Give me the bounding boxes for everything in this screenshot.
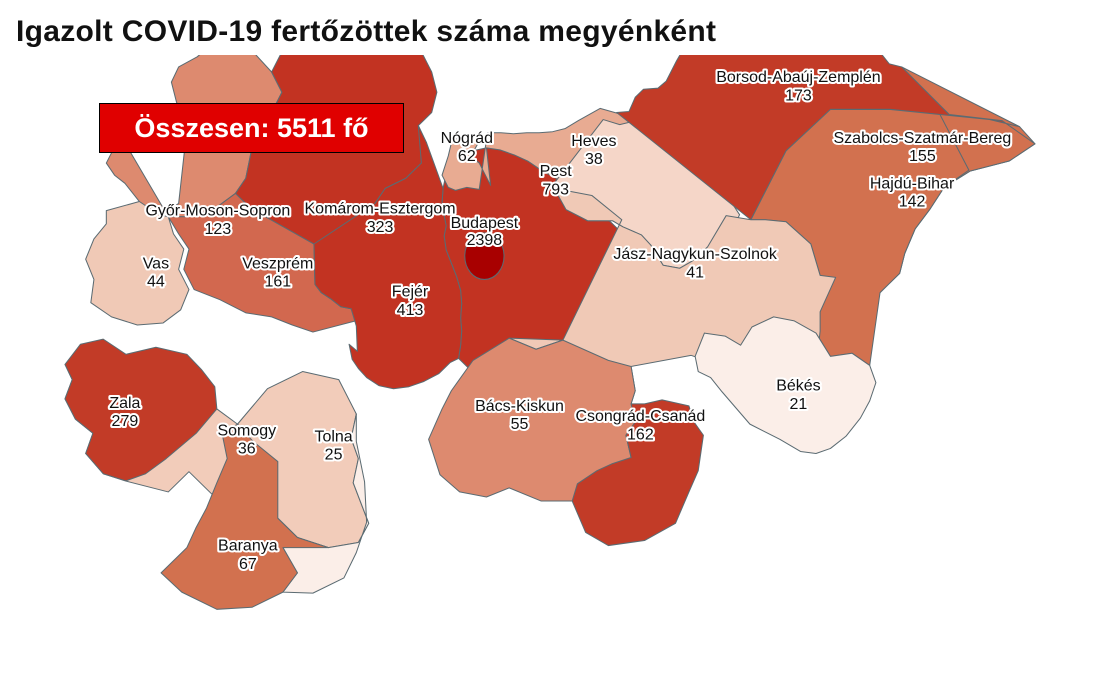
- svg-text:142: 142: [899, 194, 926, 211]
- svg-text:123: 123: [205, 221, 232, 238]
- svg-text:155: 155: [909, 148, 936, 165]
- svg-text:21: 21: [790, 396, 808, 413]
- svg-text:Heves: Heves: [571, 133, 616, 150]
- svg-text:Komárom-Esztergom: Komárom-Esztergom: [305, 201, 456, 218]
- svg-text:Zala: Zala: [109, 395, 140, 412]
- svg-text:Budapest: Budapest: [451, 215, 519, 232]
- svg-text:38: 38: [585, 151, 603, 168]
- svg-text:Borsod-Abaúj-Zemplén: Borsod-Abaúj-Zemplén: [716, 69, 880, 86]
- svg-text:Győr-Moson-Sopron: Győr-Moson-Sopron: [145, 203, 290, 220]
- svg-text:Baranya: Baranya: [218, 538, 278, 555]
- svg-text:62: 62: [458, 148, 476, 165]
- svg-text:161: 161: [264, 274, 291, 291]
- svg-text:Somogy: Somogy: [217, 422, 276, 439]
- svg-text:Bács-Kiskun: Bács-Kiskun: [475, 398, 564, 415]
- svg-text:67: 67: [239, 556, 257, 573]
- svg-text:Nógrád: Nógrád: [441, 130, 493, 147]
- svg-text:Pest: Pest: [540, 163, 573, 180]
- svg-text:173: 173: [785, 87, 812, 104]
- svg-text:Tolna: Tolna: [314, 428, 352, 445]
- svg-text:Veszprém: Veszprém: [242, 255, 313, 272]
- svg-text:Fejér: Fejér: [392, 284, 429, 301]
- svg-text:2398: 2398: [467, 232, 503, 249]
- svg-text:41: 41: [686, 265, 704, 282]
- svg-text:323: 323: [367, 219, 394, 236]
- svg-text:55: 55: [511, 416, 529, 433]
- svg-text:Szabolcs-Szatmár-Bereg: Szabolcs-Szatmár-Bereg: [834, 130, 1012, 147]
- svg-text:44: 44: [147, 274, 165, 291]
- svg-text:Csongrád-Csanád: Csongrád-Csanád: [575, 408, 705, 425]
- svg-text:Hajdú-Bihar: Hajdú-Bihar: [870, 175, 955, 192]
- svg-text:793: 793: [542, 182, 569, 199]
- svg-text:279: 279: [112, 413, 139, 430]
- svg-text:Jász-Nagykun-Szolnok: Jász-Nagykun-Szolnok: [613, 246, 777, 263]
- svg-text:25: 25: [325, 447, 343, 464]
- svg-text:413: 413: [397, 302, 424, 319]
- svg-text:Vas: Vas: [143, 255, 169, 272]
- svg-text:Békés: Békés: [776, 378, 821, 395]
- svg-text:36: 36: [238, 441, 256, 458]
- svg-text:162: 162: [627, 426, 654, 443]
